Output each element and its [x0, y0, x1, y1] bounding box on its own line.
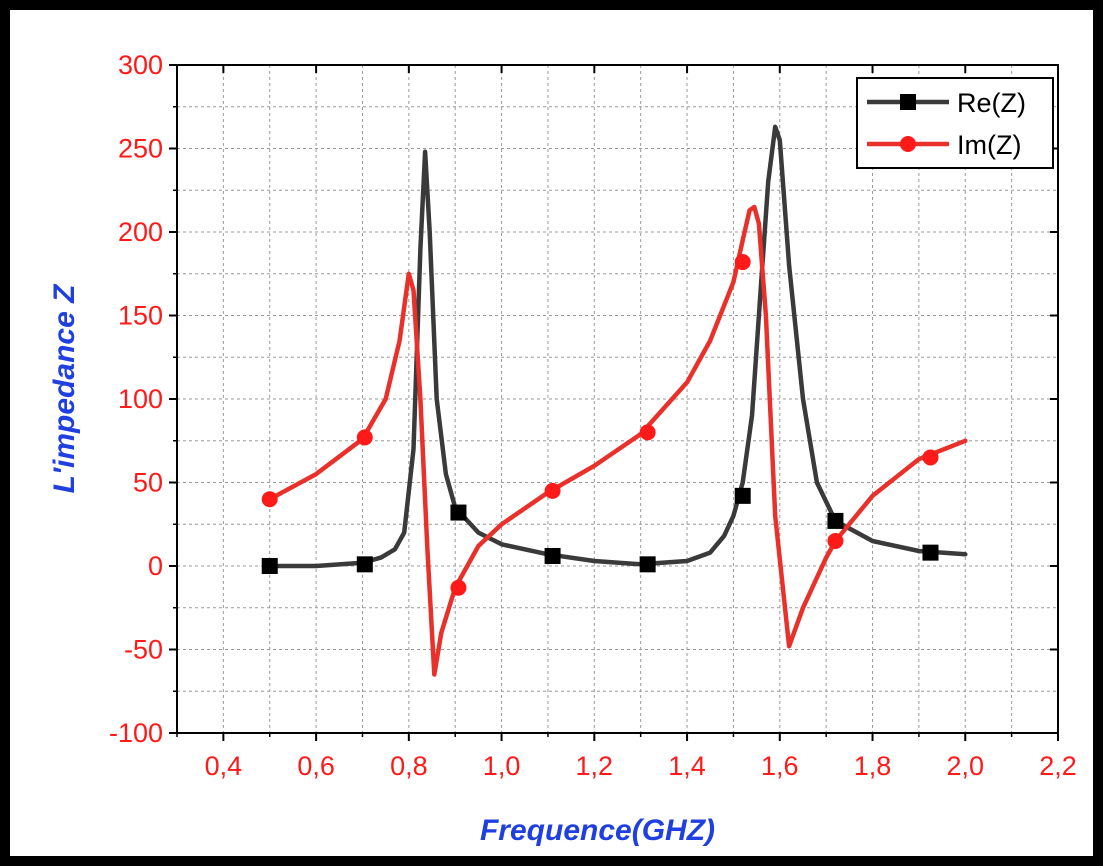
y-tick-label: 300	[118, 50, 163, 80]
data-point-re	[356, 556, 373, 573]
data-point-re	[734, 487, 751, 504]
grid	[176, 64, 1059, 734]
y-tick-label: -50	[124, 635, 163, 665]
series-layer	[261, 124, 968, 677]
y-tick-label: 0	[148, 551, 163, 581]
data-point-re	[922, 544, 939, 561]
data-point-re	[827, 512, 844, 529]
x-tick-label: 1,4	[668, 751, 706, 781]
x-tick-label: 1,6	[761, 751, 799, 781]
y-tick-label: 200	[118, 217, 163, 247]
x-tick-label: 1,8	[854, 751, 892, 781]
data-point-im	[356, 429, 373, 446]
x-tick-label: 0,8	[390, 751, 428, 781]
y-tick-label: 100	[118, 384, 163, 414]
x-tick-label: 2,2	[1039, 751, 1077, 781]
legend: Re(Z) Im(Z)	[856, 77, 1054, 169]
x-tick-label: 2,0	[946, 751, 984, 781]
x-tick-label: 0,6	[297, 751, 335, 781]
data-point-re	[450, 504, 467, 521]
legend-marker-circle	[900, 136, 916, 152]
y-tick-label: 250	[118, 134, 163, 164]
y-tick-label: 150	[118, 301, 163, 331]
data-point-im	[639, 424, 656, 441]
data-point-im	[544, 482, 561, 499]
legend-box	[856, 77, 1054, 169]
legend-label: Re(Z)	[957, 88, 1026, 118]
data-point-re	[544, 547, 561, 564]
tick-labels: 300 250 200 150 100 50 0 -50 -100 0,4 0,6 0,8 1,0 1,2…	[109, 50, 1077, 781]
y-tick-label: -100	[109, 718, 163, 748]
data-point-im	[261, 491, 278, 508]
x-tick-label: 1,2	[576, 751, 614, 781]
legend-label: Im(Z)	[957, 130, 1021, 160]
x-tick-label: 1,0	[483, 751, 521, 781]
legend-marker-square	[900, 94, 916, 110]
data-point-im	[922, 449, 939, 466]
data-point-re	[639, 556, 656, 573]
x-tick-label: 0,4	[205, 751, 243, 781]
data-point-im	[827, 532, 844, 549]
y-tick-label: 50	[133, 468, 163, 498]
y-axis-title: L'impedance Z	[48, 283, 81, 494]
x-axis-title: Frequence(GHZ)	[480, 814, 715, 847]
data-point-im	[734, 254, 751, 271]
data-point-im	[450, 579, 467, 596]
impedance-chart: 300 250 200 150 100 50 0 -50 -100 0,4 0,6 0,8 1,0 1,2…	[48, 50, 1077, 847]
axes	[169, 64, 1059, 741]
data-point-re	[261, 558, 278, 574]
